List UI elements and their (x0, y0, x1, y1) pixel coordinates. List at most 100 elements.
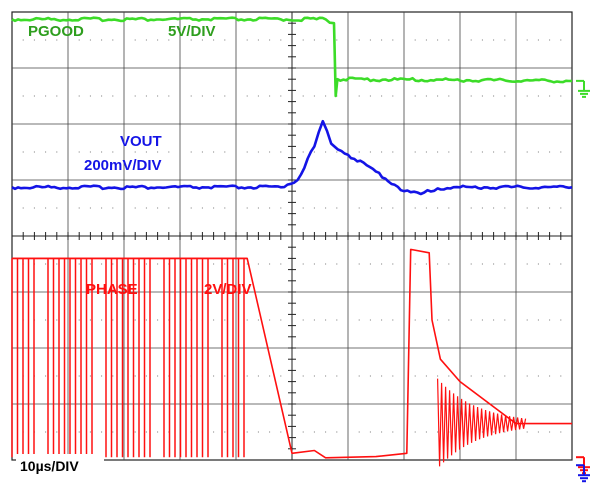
grid-dot (101, 375, 103, 377)
grid-dot (45, 151, 47, 153)
grid-dot (112, 263, 114, 265)
grid-dot (560, 151, 562, 153)
grid-dot (369, 39, 371, 41)
grid-dot (493, 431, 495, 433)
grid-dot (246, 151, 248, 153)
grid-dot (549, 207, 551, 209)
grid-dot (78, 375, 80, 377)
grid-dot (392, 151, 394, 153)
grid-dot (224, 151, 226, 153)
grid-dot (224, 263, 226, 265)
grid-dot (504, 39, 506, 41)
grid-dot (470, 263, 472, 265)
grid-dot (45, 319, 47, 321)
grid-dot (101, 207, 103, 209)
grid-dot (134, 207, 136, 209)
grid-dot (56, 375, 58, 377)
grid-dot (89, 39, 91, 41)
pgood-scale-label: 5V/DIV (168, 23, 216, 40)
grid-dot (336, 263, 338, 265)
grid-dot (157, 207, 159, 209)
grid-dot (269, 319, 271, 321)
traces (11, 16, 573, 467)
grid-dot (280, 95, 282, 97)
grid-dot (168, 95, 170, 97)
pgood-label: PGOOD (28, 23, 84, 40)
ground-markers (576, 79, 590, 483)
grid-dot (78, 319, 80, 321)
grid-dot (325, 151, 327, 153)
phase-scale-label: 2V/DIV (204, 281, 252, 298)
grid-dot (392, 39, 394, 41)
grid-dot (269, 375, 271, 377)
grid-dot (325, 39, 327, 41)
grid-dot (56, 319, 58, 321)
grid-dot (213, 319, 215, 321)
phase-ringing (437, 378, 527, 467)
grid-dot (168, 39, 170, 41)
grid-dot (549, 431, 551, 433)
grid-dot (560, 375, 562, 377)
grid-dot (549, 39, 551, 41)
grid-dot (157, 95, 159, 97)
grid-dot (112, 151, 114, 153)
grid-dot (134, 263, 136, 265)
grid-dot (537, 263, 539, 265)
grid-dot (425, 319, 427, 321)
grid-dot (201, 151, 203, 153)
grid-dot (560, 263, 562, 265)
grid-dot (470, 319, 472, 321)
grid-dot (101, 39, 103, 41)
grid-dot (101, 151, 103, 153)
grid-dot (526, 431, 528, 433)
grid-dot (224, 39, 226, 41)
grid-dot (280, 319, 282, 321)
grid-dot (213, 151, 215, 153)
grid-dot (302, 431, 304, 433)
grid-dot (313, 207, 315, 209)
grid-dot (56, 263, 58, 265)
grid-dot (257, 319, 259, 321)
grid-dot (313, 431, 315, 433)
grid-dot (89, 375, 91, 377)
grid-dot (358, 151, 360, 153)
grid-dot (145, 319, 147, 321)
grid-dot (392, 207, 394, 209)
grid-dot (112, 431, 114, 433)
grid-dot (392, 95, 394, 97)
grid-dot (414, 151, 416, 153)
grid-dot (213, 431, 215, 433)
grid-dot (336, 207, 338, 209)
grid-dot (414, 39, 416, 41)
grid-dot (145, 375, 147, 377)
grid-dot (313, 95, 315, 97)
grid-dot (526, 151, 528, 153)
grid-dot (537, 95, 539, 97)
grid-dot (269, 207, 271, 209)
grid-dot (33, 151, 35, 153)
grid-dot (369, 375, 371, 377)
grid-dot (313, 319, 315, 321)
grid-dot (168, 207, 170, 209)
grid-dot (302, 151, 304, 153)
grid-dot (493, 207, 495, 209)
grid-dot (504, 207, 506, 209)
phase-switching-burst (11, 257, 527, 467)
grid-dot (78, 431, 80, 433)
grid-dot (358, 39, 360, 41)
grid-dot (56, 39, 58, 41)
grid-dot (358, 95, 360, 97)
grid-dot (381, 39, 383, 41)
grid-dot (369, 207, 371, 209)
grid-dot (246, 319, 248, 321)
grid-dot (437, 151, 439, 153)
grid-dot (157, 375, 159, 377)
grid-dot (369, 431, 371, 433)
grid-dot (325, 207, 327, 209)
grid-dot (56, 431, 58, 433)
grid-dot (481, 431, 483, 433)
grid-dot (325, 95, 327, 97)
grid-dot (246, 431, 248, 433)
grid-dot (358, 431, 360, 433)
